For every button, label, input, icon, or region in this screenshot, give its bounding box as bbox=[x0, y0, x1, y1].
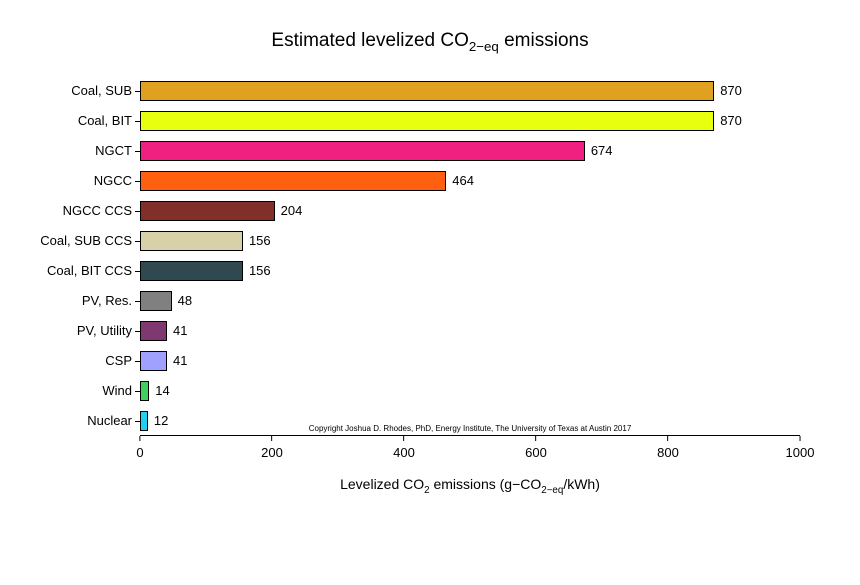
x-tick-label: 1000 bbox=[786, 445, 815, 460]
bar bbox=[140, 231, 243, 251]
y-axis-label: NGCC CCS bbox=[40, 203, 140, 218]
bar-row: Coal, BIT870 bbox=[140, 106, 800, 136]
bar bbox=[140, 81, 714, 101]
y-axis-label: NGCC bbox=[40, 173, 140, 188]
y-tick bbox=[135, 121, 140, 122]
y-axis-label: PV, Utility bbox=[40, 323, 140, 338]
y-tick bbox=[135, 391, 140, 392]
y-tick bbox=[135, 421, 140, 422]
y-tick bbox=[135, 181, 140, 182]
bar-row: NGCC CCS204 bbox=[140, 196, 800, 226]
bar bbox=[140, 291, 172, 311]
bar-row: Coal, BIT CCS156 bbox=[140, 256, 800, 286]
y-axis-label: Coal, BIT bbox=[40, 113, 140, 128]
copyright-text: Copyright Joshua D. Rhodes, PhD, Energy … bbox=[140, 424, 800, 433]
x-tick-group: 400 bbox=[393, 436, 415, 460]
value-label: 674 bbox=[591, 143, 613, 158]
bar bbox=[140, 351, 167, 371]
bar-row: Coal, SUB870 bbox=[140, 76, 800, 106]
y-axis-label: Nuclear bbox=[40, 413, 140, 428]
x-tick-label: 400 bbox=[393, 445, 415, 460]
bar bbox=[140, 141, 585, 161]
value-label: 156 bbox=[249, 263, 271, 278]
x-tick bbox=[799, 436, 800, 441]
chart-title: Estimated levelized CO2−eq emissions bbox=[40, 30, 820, 54]
bar-row: PV, Res.48 bbox=[140, 286, 800, 316]
y-tick bbox=[135, 151, 140, 152]
x-tick bbox=[271, 436, 272, 441]
value-label: 204 bbox=[281, 203, 303, 218]
y-tick bbox=[135, 91, 140, 92]
value-label: 41 bbox=[173, 323, 187, 338]
y-tick bbox=[135, 301, 140, 302]
bar-row: CSP41 bbox=[140, 346, 800, 376]
bar bbox=[140, 201, 275, 221]
x-tick-group: 600 bbox=[525, 436, 547, 460]
bar-row: NGCT674 bbox=[140, 136, 800, 166]
x-tick-group: 800 bbox=[657, 436, 679, 460]
bar bbox=[140, 171, 446, 191]
value-label: 41 bbox=[173, 353, 187, 368]
x-tick bbox=[139, 436, 140, 441]
bar bbox=[140, 381, 149, 401]
bar-row: PV, Utility41 bbox=[140, 316, 800, 346]
value-label: 14 bbox=[155, 383, 169, 398]
bars-region: Coal, SUB870Coal, BIT870NGCT674NGCC464NG… bbox=[140, 76, 800, 436]
value-label: 870 bbox=[720, 83, 742, 98]
value-label: 156 bbox=[249, 233, 271, 248]
x-tick-label: 0 bbox=[136, 445, 143, 460]
x-axis-label: Levelized CO2 emissions (g−CO2−eq/kWh) bbox=[140, 476, 800, 496]
y-tick bbox=[135, 241, 140, 242]
y-tick bbox=[135, 271, 140, 272]
plot-area: Coal, SUB870Coal, BIT870NGCT674NGCC464NG… bbox=[140, 76, 800, 476]
chart-container: Estimated levelized CO2−eq emissions Coa… bbox=[40, 30, 820, 550]
y-axis-label: Coal, BIT CCS bbox=[40, 263, 140, 278]
bar bbox=[140, 111, 714, 131]
bar-row: NGCC464 bbox=[140, 166, 800, 196]
x-tick bbox=[667, 436, 668, 441]
x-tick bbox=[403, 436, 404, 441]
y-axis-label: CSP bbox=[40, 353, 140, 368]
bar bbox=[140, 261, 243, 281]
y-axis-label: Coal, SUB CCS bbox=[40, 233, 140, 248]
x-tick-label: 800 bbox=[657, 445, 679, 460]
value-label: 870 bbox=[720, 113, 742, 128]
bar-row: Wind14 bbox=[140, 376, 800, 406]
y-tick bbox=[135, 361, 140, 362]
x-tick-group: 200 bbox=[261, 436, 283, 460]
x-tick-group: 0 bbox=[136, 436, 143, 460]
bar bbox=[140, 321, 167, 341]
y-axis-label: NGCT bbox=[40, 143, 140, 158]
y-tick bbox=[135, 211, 140, 212]
x-axis: 02004006008001000 bbox=[140, 436, 800, 476]
y-axis-label: PV, Res. bbox=[40, 293, 140, 308]
y-axis-label: Coal, SUB bbox=[40, 83, 140, 98]
y-axis-label: Wind bbox=[40, 383, 140, 398]
value-label: 48 bbox=[178, 293, 192, 308]
x-tick-group: 1000 bbox=[786, 436, 815, 460]
x-tick-label: 600 bbox=[525, 445, 547, 460]
bar-row: Coal, SUB CCS156 bbox=[140, 226, 800, 256]
y-tick bbox=[135, 331, 140, 332]
x-tick-label: 200 bbox=[261, 445, 283, 460]
x-tick bbox=[535, 436, 536, 441]
value-label: 464 bbox=[452, 173, 474, 188]
